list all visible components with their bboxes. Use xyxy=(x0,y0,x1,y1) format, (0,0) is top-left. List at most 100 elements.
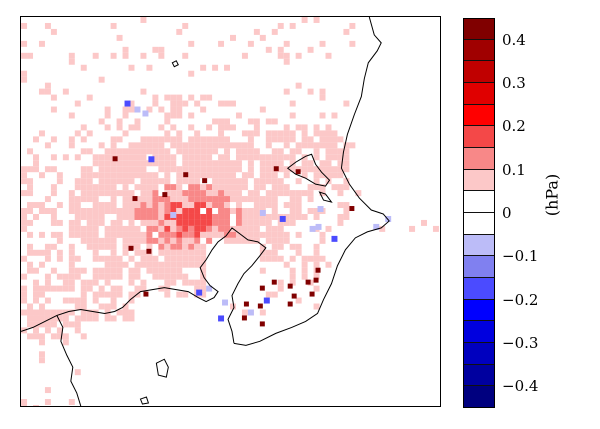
anomaly-cell xyxy=(27,315,34,322)
anomaly-cell xyxy=(110,303,117,310)
anomaly-cell xyxy=(104,202,111,209)
anomaly-cell xyxy=(271,130,278,137)
anomaly-cell xyxy=(313,124,320,131)
anomaly-cell xyxy=(337,154,344,161)
anomaly-cell xyxy=(116,219,123,226)
anomaly-cell xyxy=(194,249,201,256)
colorbar-segment xyxy=(463,18,495,40)
anomaly-cell xyxy=(247,172,254,179)
anomaly-cell xyxy=(38,321,45,328)
anomaly-cell xyxy=(277,255,284,262)
anomaly-cell xyxy=(44,273,51,280)
anomaly-cell xyxy=(27,190,34,197)
anomaly-cell xyxy=(170,219,177,226)
anomaly-cell xyxy=(212,64,219,71)
anomaly-cell xyxy=(80,172,87,179)
anomaly-cell xyxy=(98,166,105,173)
anomaly-cell xyxy=(140,52,147,59)
anomaly-cell xyxy=(206,136,213,143)
anomaly-cell xyxy=(110,184,117,191)
anomaly-cell xyxy=(92,219,99,226)
anomaly-cell xyxy=(92,213,99,220)
anomaly-cell xyxy=(343,213,350,220)
anomaly-cell xyxy=(265,291,272,298)
anomaly-cell xyxy=(235,190,242,197)
anomaly-cell xyxy=(116,118,123,125)
anomaly-cell xyxy=(259,34,266,41)
anomaly-cell xyxy=(164,196,171,203)
anomaly-cell xyxy=(68,279,75,286)
anomaly-cell xyxy=(56,219,63,226)
anomaly-cell xyxy=(301,190,308,197)
anomaly-cell xyxy=(295,124,302,131)
anomaly-cell xyxy=(241,208,248,214)
anomaly-cell xyxy=(319,160,326,167)
anomaly-cell xyxy=(158,154,165,161)
anomaly-cell xyxy=(170,267,177,274)
anomaly-cell xyxy=(80,208,87,214)
anomaly-cell xyxy=(265,142,272,149)
anomaly-cell xyxy=(104,208,111,214)
anomaly-cell xyxy=(50,154,57,161)
anomaly-cell xyxy=(194,130,201,137)
anomaly-cell xyxy=(68,52,75,59)
anomaly-cell xyxy=(176,178,183,185)
anomaly-cell xyxy=(146,190,153,197)
anomaly-cell xyxy=(164,148,171,155)
anomaly-cell xyxy=(331,172,338,179)
anomaly-cell xyxy=(146,196,153,203)
anomaly-cell xyxy=(104,178,111,185)
anomaly-cell xyxy=(313,277,319,283)
anomaly-cell xyxy=(200,154,207,161)
anomaly-cell xyxy=(283,136,290,143)
anomaly-cell xyxy=(182,196,189,203)
anomaly-cell xyxy=(110,52,117,59)
anomaly-cell xyxy=(283,184,290,191)
anomaly-cell xyxy=(176,225,183,232)
anomaly-cell xyxy=(313,142,320,149)
anomaly-cell xyxy=(152,202,159,209)
anomaly-cell xyxy=(259,184,266,191)
anomaly-cell xyxy=(271,231,278,238)
anomaly-cell xyxy=(104,148,111,155)
anomaly-cell xyxy=(74,196,81,203)
anomaly-cell xyxy=(92,243,99,250)
anomaly-cell xyxy=(230,196,236,203)
anomaly-cell xyxy=(337,160,344,167)
anomaly-cell xyxy=(188,70,195,77)
anomaly-cell xyxy=(62,154,69,161)
anomaly-cell xyxy=(122,166,129,173)
anomaly-cell xyxy=(62,321,69,328)
anomaly-cell xyxy=(409,225,416,232)
anomaly-cell xyxy=(74,208,81,214)
anomaly-cell xyxy=(98,291,105,298)
anomaly-cell xyxy=(182,178,189,185)
anomaly-cell xyxy=(50,321,57,328)
anomaly-cell xyxy=(319,130,326,137)
anomaly-cell xyxy=(206,124,213,131)
anomaly-cell xyxy=(124,100,131,107)
anomaly-cell xyxy=(50,190,57,197)
anomaly-cell xyxy=(253,231,260,238)
colorbar-segment xyxy=(463,83,495,105)
anomaly-cell xyxy=(176,100,183,107)
colorbar-segment xyxy=(463,213,495,235)
anomaly-cell xyxy=(146,178,153,185)
anomaly-cell xyxy=(86,172,93,179)
anomaly-cell xyxy=(50,208,57,214)
anomaly-cell xyxy=(68,196,75,203)
colorbar-segment xyxy=(463,321,495,343)
anomaly-cell xyxy=(337,202,344,209)
anomaly-cell xyxy=(183,172,189,178)
anomaly-cell xyxy=(116,255,123,262)
anomaly-cell xyxy=(170,273,177,280)
anomaly-cell xyxy=(122,52,129,59)
anomaly-cell xyxy=(98,267,105,274)
anomaly-cell xyxy=(170,279,177,286)
anomaly-cell xyxy=(253,225,260,232)
anomaly-cell xyxy=(152,237,159,244)
anomaly-cell xyxy=(301,130,308,137)
anomaly-cell xyxy=(134,118,141,125)
anomaly-cell xyxy=(104,184,111,191)
anomaly-cell xyxy=(38,130,45,137)
